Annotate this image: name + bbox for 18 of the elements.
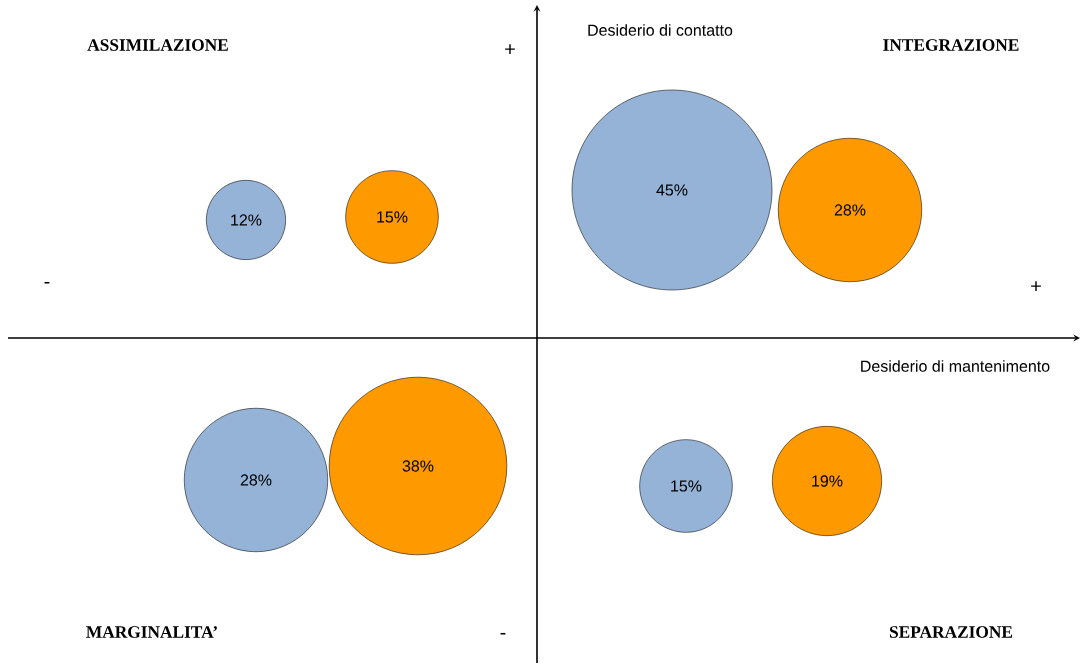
data-label: 38% — [402, 460, 434, 472]
text: + — [505, 44, 515, 55]
category-label: ASSIMILAZIONE — [87, 39, 228, 51]
data-label: 19% — [812, 475, 843, 487]
text: - — [44, 282, 50, 284]
data-label: 15% — [377, 211, 408, 223]
text: - — [500, 633, 506, 635]
data-label: 15% — [671, 480, 702, 492]
category-label: MARGINALITA’ — [86, 626, 217, 638]
category-label: INTEGRAZIONE — [883, 39, 1019, 51]
text: + — [1031, 281, 1041, 292]
data-label: 28% — [834, 204, 866, 216]
data-label: 12% — [231, 214, 262, 226]
text: Desiderio di mantenimento — [861, 360, 1050, 372]
category-label: SEPARAZIONE — [889, 626, 1013, 638]
text: Desiderio di contatto — [588, 24, 733, 36]
data-label: 28% — [240, 474, 272, 486]
data-label: 45% — [656, 184, 688, 196]
